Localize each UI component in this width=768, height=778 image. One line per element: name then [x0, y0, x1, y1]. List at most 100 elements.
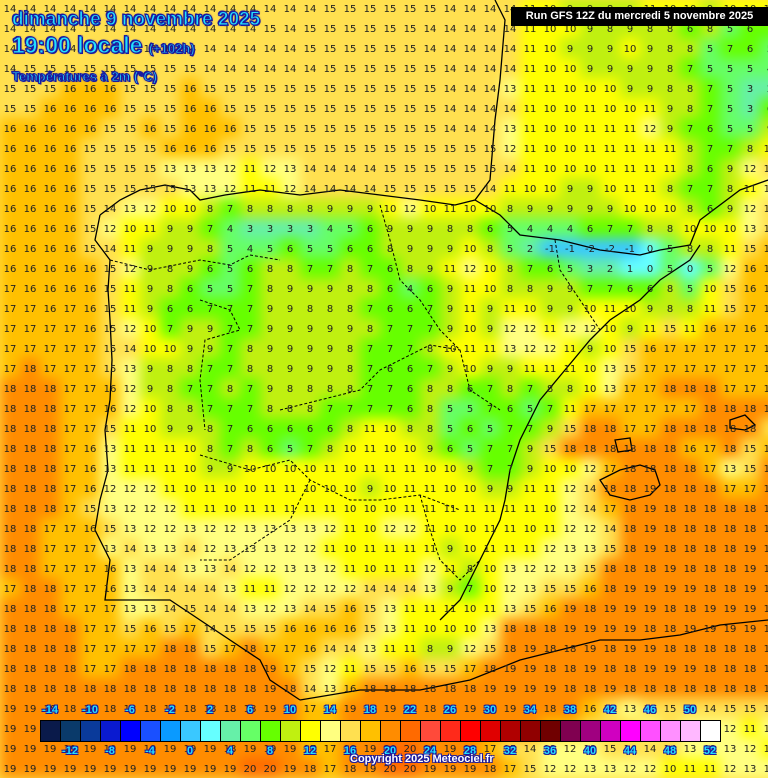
- grid-value: 18: [583, 424, 597, 435]
- grid-value: 17: [703, 364, 717, 375]
- grid-value: 18: [3, 664, 17, 675]
- grid-value: 14: [163, 584, 177, 595]
- grid-value: 17: [183, 624, 197, 635]
- grid-value: 11: [363, 444, 377, 455]
- grid-value: 9: [446, 304, 454, 315]
- grid-value: 15: [603, 544, 617, 555]
- grid-value: 8: [386, 244, 394, 255]
- grid-value: 11: [403, 564, 417, 575]
- forecast-offset: (+102h): [148, 41, 195, 57]
- legend-tick-label: 14: [323, 704, 337, 716]
- grid-value: 11: [483, 504, 497, 515]
- legend-tick-label: -12: [62, 745, 78, 757]
- grid-value: 11: [563, 404, 577, 415]
- forecast-date: dimanche 9 novembre 2025: [11, 9, 261, 31]
- grid-value: 5: [726, 24, 734, 35]
- grid-value: 16: [23, 184, 37, 195]
- grid-value: 12: [323, 564, 337, 575]
- grid-value: 15: [423, 124, 437, 135]
- grid-value: 16: [103, 84, 117, 95]
- grid-value: 16: [63, 144, 77, 155]
- grid-value: 14: [443, 104, 457, 115]
- grid-value: 14: [363, 164, 377, 175]
- grid-value: 14: [443, 64, 457, 75]
- grid-value: 17: [3, 284, 17, 295]
- grid-value: 15: [183, 604, 197, 615]
- grid-value: 12: [383, 524, 397, 535]
- grid-value: 9: [646, 304, 654, 315]
- grid-value: 14: [323, 644, 337, 655]
- grid-value: 11: [643, 144, 657, 155]
- grid-value: 11: [543, 324, 557, 335]
- grid-value: 18: [723, 664, 737, 675]
- grid-value: 6: [446, 444, 454, 455]
- grid-value: 8: [506, 384, 514, 395]
- grid-value: 0: [646, 264, 654, 275]
- grid-value: 19: [403, 704, 417, 715]
- grid-value: 16: [223, 124, 237, 135]
- grid-value: 12: [503, 584, 517, 595]
- grid-value: 15: [103, 324, 117, 335]
- grid-value: 18: [23, 524, 37, 535]
- grid-value: 14: [283, 64, 297, 75]
- grid-value: 11: [523, 484, 537, 495]
- grid-value: 8: [306, 204, 314, 215]
- grid-value: 8: [326, 304, 334, 315]
- grid-value: 11: [443, 604, 457, 615]
- grid-value: 15: [323, 24, 337, 35]
- grid-value: 9: [426, 244, 434, 255]
- grid-value: 14: [303, 164, 317, 175]
- grid-value: 8: [746, 144, 754, 155]
- grid-value: 19: [363, 764, 377, 775]
- grid-value: 13: [183, 184, 197, 195]
- grid-value: 9: [266, 304, 274, 315]
- grid-value: 16: [583, 704, 597, 715]
- grid-value: 18: [643, 564, 657, 575]
- grid-value: 13: [123, 204, 137, 215]
- grid-value: 10: [403, 444, 417, 455]
- grid-value: 12: [563, 504, 577, 515]
- grid-value: 9: [146, 364, 154, 375]
- grid-value: 19: [203, 764, 217, 775]
- grid-value: 9: [166, 224, 174, 235]
- grid-value: 9: [366, 484, 374, 495]
- grid-value: 14: [203, 24, 217, 35]
- grid-value: 9: [566, 184, 574, 195]
- grid-value: 8: [406, 264, 414, 275]
- grid-value: 15: [343, 104, 357, 115]
- grid-value: 11: [643, 164, 657, 175]
- grid-value: 19: [743, 564, 757, 575]
- grid-value: 17: [63, 384, 77, 395]
- grid-value: 17: [83, 604, 97, 615]
- grid-value: 15: [223, 624, 237, 635]
- grid-value: 7: [486, 384, 494, 395]
- grid-value: 5: [226, 264, 234, 275]
- grid-value: 5: [566, 264, 574, 275]
- grid-value: 12: [723, 764, 737, 775]
- grid-value: 8: [166, 404, 174, 415]
- grid-value: 15: [103, 524, 117, 535]
- grid-value: 13: [503, 604, 517, 615]
- grid-value: 10: [603, 84, 617, 95]
- grid-value: 14: [123, 544, 137, 555]
- grid-value: 16: [103, 384, 117, 395]
- grid-value: 15: [423, 4, 437, 15]
- grid-value: 18: [563, 664, 577, 675]
- grid-value: 8: [186, 404, 194, 415]
- grid-value: 16: [303, 644, 317, 655]
- grid-value: 17: [503, 764, 517, 775]
- grid-value: 17: [763, 384, 768, 395]
- grid-value: 15: [283, 144, 297, 155]
- grid-value: 4: [246, 244, 254, 255]
- grid-value: 11: [383, 644, 397, 655]
- grid-value: 14: [103, 244, 117, 255]
- grid-value: 12: [143, 484, 157, 495]
- grid-value: 15: [443, 664, 457, 675]
- grid-value: 7: [306, 264, 314, 275]
- grid-value: 18: [23, 504, 37, 515]
- grid-value: 6: [406, 304, 414, 315]
- legend-swatch: [221, 721, 241, 741]
- grid-value: 18: [723, 544, 737, 555]
- grid-value: 14: [643, 744, 657, 755]
- grid-value: 9: [206, 464, 214, 475]
